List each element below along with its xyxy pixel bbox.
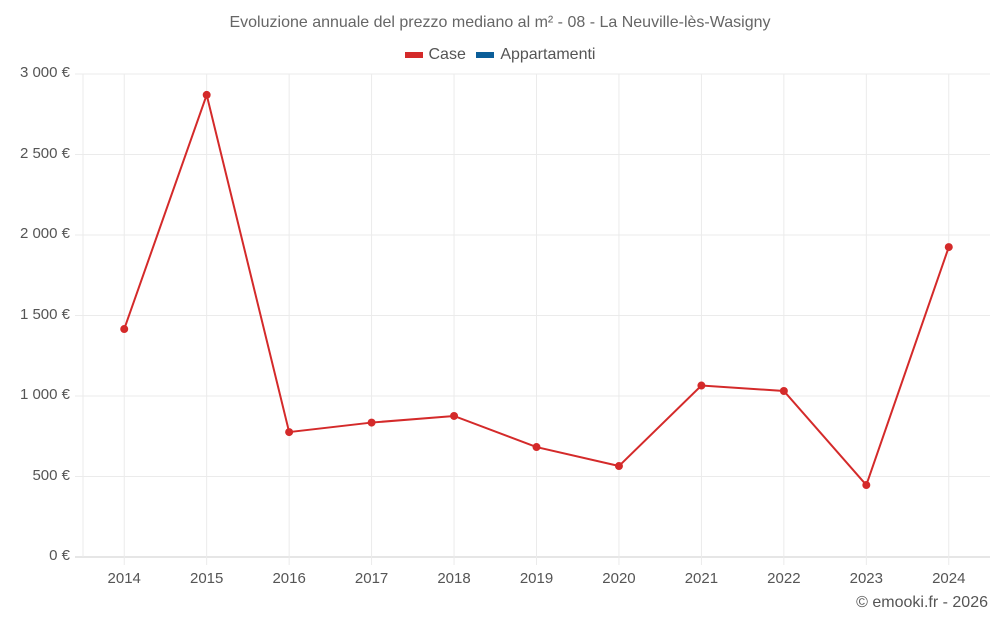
legend-label-appartamenti: Appartamenti xyxy=(500,46,596,63)
data-point[interactable] xyxy=(367,418,376,427)
credit: © emooki.fr - 2026 xyxy=(856,594,988,611)
data-point[interactable] xyxy=(202,90,211,99)
x-tick-label: 2020 xyxy=(602,570,636,587)
y-tick-label: 500 € xyxy=(32,466,70,484)
data-point[interactable] xyxy=(944,243,953,252)
x-tick-label: 2015 xyxy=(189,570,224,587)
x-tick-label: 2014 xyxy=(107,570,141,587)
y-tick-label: 2 000 € xyxy=(19,225,70,242)
data-point[interactable] xyxy=(285,428,294,437)
data-point[interactable] xyxy=(532,443,541,452)
x-tick-label: 2016 xyxy=(272,570,306,587)
legend-item-appartamenti[interactable]: Appartamenti xyxy=(476,46,595,64)
y-tick-label: 2 500 € xyxy=(19,144,70,162)
legend-label-case: Case xyxy=(428,46,466,63)
y-tick-label: 1 000 € xyxy=(19,386,70,403)
x-tick-label: 2023 xyxy=(849,570,883,587)
x-tick-label: 2017 xyxy=(354,570,389,587)
data-point[interactable] xyxy=(779,387,788,396)
legend-swatch-case xyxy=(404,52,423,58)
data-point[interactable] xyxy=(120,325,129,334)
x-tick-label: 2019 xyxy=(519,570,554,587)
data-point[interactable] xyxy=(697,381,706,390)
legend-swatch-appartamenti xyxy=(476,52,495,58)
legend-item-case[interactable]: Case xyxy=(404,46,466,64)
chart-title: Evoluzione annuale del prezzo mediano al… xyxy=(229,14,771,31)
x-tick-label: 2018 xyxy=(437,570,471,587)
data-point[interactable] xyxy=(614,462,623,471)
x-tick-label: 2022 xyxy=(767,570,801,587)
data-point[interactable] xyxy=(450,411,459,420)
y-tick-label: 1 500 € xyxy=(19,305,70,323)
y-tick-label: 0 € xyxy=(49,547,70,564)
x-tick-label: 2021 xyxy=(684,570,719,587)
data-point[interactable] xyxy=(862,481,871,490)
y-tick-label: 3 000 € xyxy=(19,64,70,81)
legend: Case Appartamenti xyxy=(0,45,1000,64)
x-tick-label: 2024 xyxy=(932,570,966,587)
